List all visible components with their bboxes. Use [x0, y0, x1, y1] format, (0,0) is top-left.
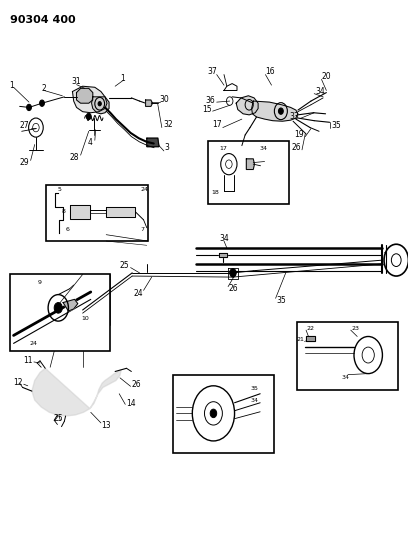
Polygon shape [63, 300, 78, 311]
Polygon shape [252, 101, 298, 121]
Text: 34: 34 [341, 375, 349, 381]
Polygon shape [306, 336, 315, 341]
Circle shape [98, 102, 101, 106]
Text: 11: 11 [24, 357, 33, 366]
Text: 30: 30 [160, 95, 170, 104]
Text: 25: 25 [54, 414, 63, 423]
Text: 12: 12 [13, 377, 22, 386]
Circle shape [86, 114, 91, 119]
Text: 34: 34 [219, 235, 229, 244]
Polygon shape [70, 205, 90, 219]
Circle shape [54, 303, 62, 313]
Text: 35: 35 [276, 296, 286, 305]
Text: 32: 32 [163, 120, 173, 129]
Text: 21: 21 [297, 337, 304, 342]
Text: 34: 34 [315, 87, 325, 96]
Polygon shape [32, 368, 121, 416]
Polygon shape [76, 88, 93, 103]
Text: 25: 25 [120, 261, 129, 270]
Text: 1: 1 [9, 80, 13, 90]
Text: 37: 37 [207, 67, 217, 76]
Text: 26: 26 [292, 143, 301, 152]
Polygon shape [92, 97, 109, 114]
Text: 17: 17 [219, 146, 227, 151]
Circle shape [40, 100, 45, 107]
Text: 5: 5 [57, 187, 61, 191]
Text: 26: 26 [229, 284, 238, 293]
Bar [208, 141, 289, 204]
Bar [297, 321, 398, 390]
Text: 4: 4 [88, 139, 93, 148]
Text: 18: 18 [212, 190, 220, 195]
Text: 28: 28 [70, 153, 79, 162]
Text: 8: 8 [62, 209, 65, 214]
Text: 17: 17 [212, 120, 222, 130]
Text: 26: 26 [131, 380, 141, 389]
Text: 24: 24 [133, 288, 143, 297]
Text: 14: 14 [126, 399, 136, 408]
Polygon shape [236, 96, 258, 115]
Circle shape [27, 104, 31, 111]
Text: 10: 10 [82, 316, 90, 321]
Text: 16: 16 [265, 67, 275, 76]
Text: 9: 9 [37, 280, 41, 285]
Text: 2: 2 [42, 84, 46, 93]
Text: 34: 34 [260, 146, 268, 151]
Text: 1: 1 [120, 74, 125, 83]
Text: 35: 35 [331, 121, 341, 130]
Text: 31: 31 [72, 77, 81, 86]
Text: 24: 24 [29, 341, 37, 346]
Polygon shape [147, 138, 159, 147]
Text: 19: 19 [294, 130, 304, 139]
Text: 35: 35 [251, 386, 258, 391]
Text: 20: 20 [321, 72, 331, 81]
Text: 22: 22 [306, 326, 314, 330]
Text: 3: 3 [165, 143, 170, 152]
Text: 33: 33 [289, 112, 299, 121]
Text: 36: 36 [206, 95, 216, 104]
Text: 7: 7 [140, 227, 144, 232]
Polygon shape [219, 253, 227, 257]
Polygon shape [72, 86, 107, 113]
Text: 29: 29 [19, 158, 29, 167]
Text: 13: 13 [101, 421, 110, 430]
Text: 34: 34 [251, 398, 259, 402]
Text: 6: 6 [65, 227, 70, 232]
Text: 15: 15 [202, 104, 212, 114]
Text: 90304 400: 90304 400 [10, 15, 76, 25]
Polygon shape [106, 207, 135, 217]
Bar [173, 375, 274, 453]
Circle shape [210, 409, 217, 418]
Polygon shape [146, 100, 153, 107]
Polygon shape [246, 159, 254, 169]
Text: 24: 24 [140, 187, 148, 191]
Circle shape [230, 269, 236, 277]
Bar [9, 274, 110, 351]
Text: 27: 27 [19, 121, 29, 130]
Circle shape [279, 108, 283, 114]
Bar [46, 185, 148, 241]
Text: 23: 23 [352, 326, 360, 330]
